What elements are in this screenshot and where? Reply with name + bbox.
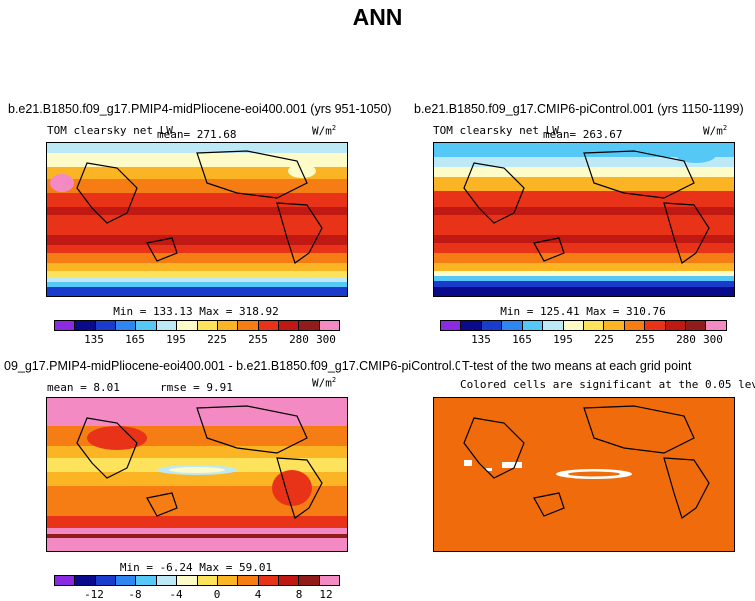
panel4-subtitle: Colored cells are significant at the 0.0… bbox=[460, 378, 755, 391]
panel3-tick: -4 bbox=[169, 588, 183, 601]
panel1-tick: 135 bbox=[84, 333, 104, 346]
panel2-colorbar-swatches bbox=[440, 320, 727, 331]
panel2-minmax: Min = 125.41 Max = 310.76 bbox=[500, 305, 666, 318]
panel3-tick: 12 bbox=[319, 588, 333, 601]
panel3-rmse: rmse = 9.91 bbox=[160, 381, 233, 394]
panel3-title: 09_g17.PMIP4-midPliocene-eoi400.001 - b.… bbox=[4, 359, 460, 373]
panel3-tick: 0 bbox=[213, 588, 221, 601]
panel2-mean: mean= 263.67 bbox=[543, 128, 623, 141]
panel2-tick: 135 bbox=[471, 333, 491, 346]
panel2-tick: 225 bbox=[594, 333, 614, 346]
panel3-map bbox=[46, 397, 348, 552]
panel1-map-graphic bbox=[47, 143, 347, 296]
panel3-tick: -12 bbox=[84, 588, 104, 601]
panel1-tick: 300 bbox=[316, 333, 336, 346]
panel3-map-graphic bbox=[47, 398, 347, 551]
figure-title: ANN bbox=[352, 4, 403, 30]
panel2-map bbox=[433, 142, 735, 297]
panel1-variable: TOM clearsky net LW bbox=[47, 124, 173, 137]
panel3-colorbar: -12 -8 -4 0 4 8 12 bbox=[54, 575, 340, 601]
panel1-tick: 255 bbox=[248, 333, 268, 346]
panel1-tick: 165 bbox=[125, 333, 145, 346]
panel3-minmax: Min = -6.24 Max = 59.01 bbox=[119, 561, 273, 574]
panel1-minmax: Min = 133.13 Max = 318.92 bbox=[113, 305, 279, 318]
panel1-title: b.e21.B1850.f09_g17.PMIP4-midPliocene-eo… bbox=[8, 102, 392, 116]
panel1-map bbox=[46, 142, 348, 297]
panel3-tick: 4 bbox=[254, 588, 262, 601]
panel2-tick: 280 bbox=[676, 333, 696, 346]
panel1-tick: 280 bbox=[289, 333, 309, 346]
panel2-tick: 300 bbox=[703, 333, 723, 346]
panel3-units: W/m2 bbox=[312, 376, 337, 390]
panel2-map-graphic bbox=[434, 143, 734, 296]
panel2-colorbar: 135 165 195 225 255 280 300 bbox=[440, 320, 727, 346]
panel2-variable: TOM clearsky net LW bbox=[433, 124, 559, 137]
panel1-mean: mean= 271.68 bbox=[157, 128, 237, 141]
panel1-tick: 225 bbox=[207, 333, 227, 346]
panel1-units: W/m2 bbox=[312, 124, 337, 138]
panel3-tick: 8 bbox=[295, 588, 303, 601]
panel3-colorbar-swatches bbox=[54, 575, 340, 586]
panel2-tick: 255 bbox=[635, 333, 655, 346]
panel3-mean: mean = 8.01 bbox=[47, 381, 120, 394]
panel2-tick: 165 bbox=[512, 333, 532, 346]
panel4-map bbox=[433, 397, 735, 552]
panel1-tick: 195 bbox=[166, 333, 186, 346]
panel4-title: T-test of the two means at each grid poi… bbox=[462, 359, 692, 373]
panel1-colorbar: 135 165 195 225 255 280 300 bbox=[54, 320, 340, 346]
panel2-title: b.e21.B1850.f09_g17.CMIP6-piControl.001 … bbox=[414, 102, 744, 116]
panel1-colorbar-swatches bbox=[54, 320, 340, 331]
panel4-map-graphic bbox=[434, 398, 734, 551]
panel2-units: W/m2 bbox=[703, 124, 728, 138]
panel2-tick: 195 bbox=[553, 333, 573, 346]
panel3-tick: -8 bbox=[128, 588, 142, 601]
